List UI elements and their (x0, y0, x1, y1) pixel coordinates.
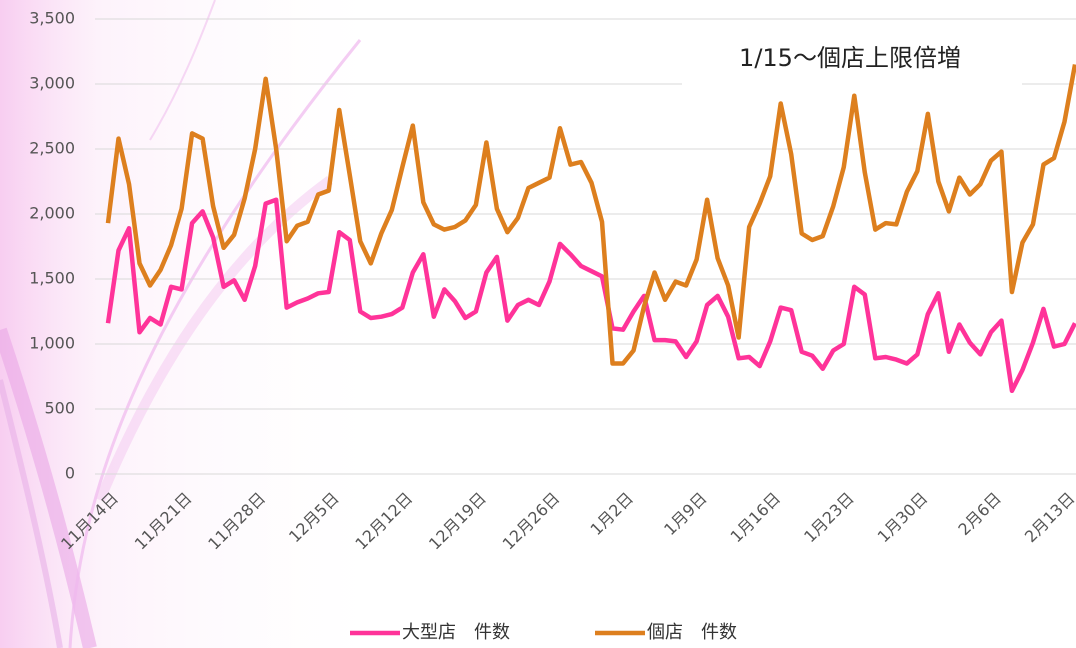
x-tick-label: 1月16日 (727, 489, 785, 547)
y-tick-label: 500 (44, 399, 75, 418)
legend-label: 個店 件数 (647, 622, 737, 643)
x-tick-label: 1月30日 (874, 489, 932, 547)
annotation-box (682, 30, 1022, 86)
y-tick-label: 3,000 (29, 74, 75, 93)
x-tick-label: 1月23日 (800, 489, 858, 547)
x-tick-label: 12月19日 (425, 489, 490, 554)
x-tick-label: 1月2日 (587, 489, 637, 539)
y-tick-label: 3,500 (29, 9, 75, 28)
annotation: 1/15〜個店上限倍増 (739, 44, 961, 72)
y-tick-label: 0 (65, 464, 75, 483)
x-tick-label: 2月6日 (954, 489, 1004, 539)
y-tick-label: 1,500 (29, 269, 75, 288)
y-tick-label: 1,000 (29, 334, 75, 353)
legend-label: 大型店 件数 (402, 622, 510, 643)
x-tick-label: 2月13日 (1021, 489, 1076, 547)
y-tick-label: 2,000 (29, 204, 75, 223)
series-line (105, 64, 1076, 366)
y-tick-label: 2,500 (29, 139, 75, 158)
x-tick-label: 1月9日 (660, 489, 710, 539)
decoration (0, 0, 400, 648)
x-tick-label: 12月26日 (499, 489, 564, 554)
series-line (105, 197, 1076, 394)
